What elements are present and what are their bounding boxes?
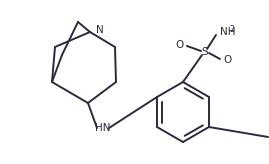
Text: NH: NH bbox=[220, 27, 235, 37]
Text: HN: HN bbox=[95, 123, 111, 133]
Text: 2: 2 bbox=[229, 25, 234, 34]
Text: O: O bbox=[175, 40, 183, 50]
Text: N: N bbox=[96, 25, 104, 35]
Text: O: O bbox=[224, 55, 232, 65]
Text: S: S bbox=[202, 47, 208, 57]
